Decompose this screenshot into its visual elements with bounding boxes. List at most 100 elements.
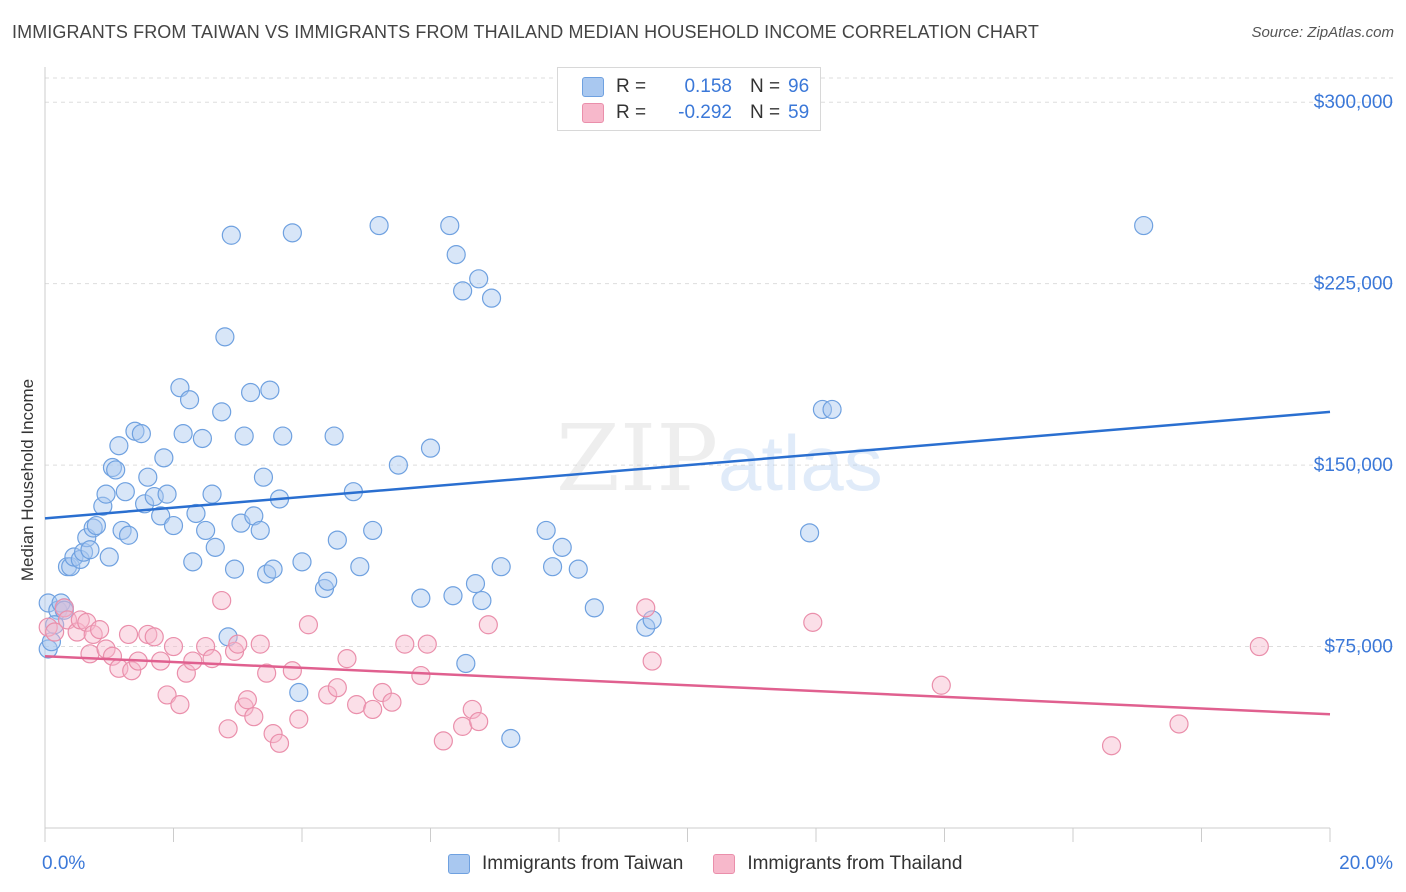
- bottom-legend-swatch-taiwan: [448, 854, 470, 874]
- data-point-thailand: [462, 699, 482, 720]
- bottom-legend-thailand: Immigrants from Thailand: [713, 853, 962, 875]
- data-point-taiwan: [138, 467, 158, 487]
- data-point-taiwan: [282, 223, 302, 243]
- data-point-taiwan: [234, 426, 254, 446]
- data-point-thailand: [1169, 714, 1189, 734]
- legend-row-taiwan: R = 0.158 N = 96: [582, 76, 809, 98]
- data-point-taiwan: [196, 520, 216, 541]
- y-tick-label: $225,000: [1314, 274, 1393, 295]
- data-point-taiwan: [822, 399, 842, 420]
- data-point-thailand: [282, 661, 302, 681]
- data-point-taiwan: [260, 380, 280, 400]
- data-point-thailand: [196, 636, 216, 657]
- legend-r-value: -0.292: [678, 102, 732, 123]
- data-point-thailand: [318, 685, 338, 705]
- data-point-taiwan: [636, 617, 656, 637]
- data-point-taiwan: [440, 215, 460, 236]
- data-point-taiwan: [179, 390, 200, 410]
- data-point-thailand: [244, 707, 264, 727]
- data-point-thailand: [122, 661, 142, 681]
- data-point-taiwan: [289, 682, 309, 703]
- data-point-thailand: [263, 724, 283, 744]
- data-point-thailand: [433, 731, 453, 751]
- watermark-atlas: atlas: [718, 419, 883, 507]
- data-point-thailand: [298, 615, 319, 635]
- series-taiwan: [38, 215, 1154, 749]
- y-tick-label: $75,000: [1324, 637, 1393, 658]
- data-point-taiwan: [465, 574, 486, 594]
- data-point-thailand: [157, 685, 177, 705]
- data-point-taiwan: [205, 537, 225, 557]
- trend-line-thailand: [44, 654, 1331, 716]
- data-point-taiwan: [469, 269, 489, 289]
- data-point-thailand: [45, 622, 65, 642]
- legend-r-value: 0.158: [684, 76, 732, 97]
- data-point-taiwan: [568, 559, 588, 579]
- data-point-thailand: [170, 695, 190, 715]
- data-point-thailand: [395, 634, 415, 654]
- data-point-taiwan: [83, 518, 103, 538]
- legend-swatch-thailand: [582, 103, 604, 123]
- y-axis-label: Median Household Income: [18, 378, 37, 582]
- y-tick-label: $300,000: [1314, 92, 1393, 113]
- legend: R = 0.158 N = 96 R = -0.292 N = 59: [557, 67, 821, 131]
- data-point-thailand: [163, 636, 184, 657]
- data-point-thailand: [327, 678, 347, 698]
- data-point-taiwan: [250, 520, 270, 541]
- data-point-thailand: [90, 620, 110, 640]
- data-point-taiwan: [241, 382, 261, 403]
- watermark-zip: ZIP: [556, 405, 718, 512]
- watermark: ZIP atlas: [556, 405, 883, 512]
- data-point-thailand: [411, 665, 431, 686]
- data-point-taiwan: [86, 515, 107, 536]
- data-point-taiwan: [99, 547, 119, 567]
- data-point-taiwan: [363, 520, 383, 541]
- data-point-taiwan: [327, 530, 347, 550]
- data-point-thailand: [118, 624, 139, 645]
- data-point-thailand: [269, 733, 290, 753]
- data-point-taiwan: [106, 460, 126, 480]
- data-point-taiwan: [134, 494, 155, 514]
- data-point-taiwan: [324, 426, 344, 446]
- data-point-thailand: [250, 634, 270, 654]
- trend-line-taiwan: [44, 410, 1331, 520]
- data-point-taiwan: [224, 559, 245, 579]
- data-point-thailand: [337, 649, 357, 669]
- y-tick-label: $150,000: [1314, 455, 1393, 476]
- data-point-taiwan: [93, 496, 113, 516]
- series-thailand: [38, 590, 1269, 756]
- data-point-thailand: [469, 711, 489, 732]
- tick-labels: $75,000 $150,000 $225,000 $300,000 0.0% 20.0%: [42, 92, 1393, 874]
- data-point-taiwan: [102, 457, 123, 478]
- data-point-taiwan: [456, 653, 476, 674]
- data-point-taiwan: [443, 586, 463, 606]
- data-point-taiwan: [80, 540, 100, 560]
- data-point-thailand: [183, 651, 203, 671]
- bottom-legend: Immigrants from Taiwan Immigrants from T…: [448, 852, 992, 876]
- data-point-taiwan: [273, 426, 293, 446]
- data-point-thailand: [642, 651, 662, 671]
- data-point-taiwan: [115, 482, 135, 502]
- data-point-taiwan: [221, 225, 241, 245]
- data-point-taiwan: [411, 588, 431, 608]
- data-point-taiwan: [1134, 215, 1154, 236]
- legend-row-thailand: R = -0.292 N = 59: [582, 102, 809, 124]
- data-point-taiwan: [292, 552, 312, 572]
- data-point-taiwan: [536, 520, 556, 541]
- legend-swatch-taiwan: [582, 77, 604, 97]
- data-point-taiwan: [118, 525, 139, 545]
- data-point-thailand: [478, 615, 498, 635]
- data-point-taiwan: [163, 515, 184, 536]
- data-point-taiwan: [350, 557, 370, 577]
- data-point-taiwan: [542, 557, 563, 577]
- legend-r-label: R =: [616, 102, 647, 123]
- data-point-taiwan: [472, 590, 492, 611]
- data-point-taiwan: [154, 448, 174, 468]
- legend-n-value: 59: [788, 102, 810, 123]
- data-point-thailand: [347, 695, 367, 715]
- bottom-legend-label-thailand: Immigrants from Thailand: [747, 853, 963, 874]
- data-point-taiwan: [151, 506, 171, 526]
- data-point-taiwan: [183, 552, 203, 572]
- legend-n-label: N =: [750, 76, 781, 97]
- data-point-thailand: [363, 699, 383, 720]
